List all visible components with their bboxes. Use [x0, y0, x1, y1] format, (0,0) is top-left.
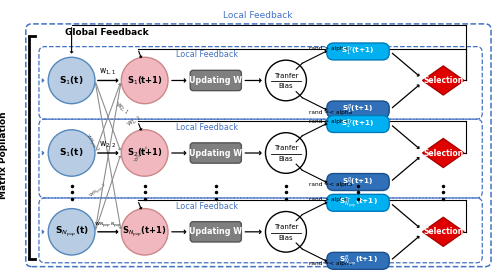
Text: w$_{2,2}$: w$_{2,2}$: [100, 140, 117, 150]
Circle shape: [266, 133, 306, 173]
Circle shape: [122, 209, 168, 255]
Text: w$_{2,1}$: w$_{2,1}$: [112, 100, 131, 116]
FancyBboxPatch shape: [327, 116, 389, 132]
FancyBboxPatch shape: [327, 252, 389, 269]
Text: w$_{1,1}$: w$_{1,1}$: [100, 67, 117, 78]
Polygon shape: [422, 138, 464, 168]
Text: w$_{N_{pop},N_{pop}}$: w$_{N_{pop},N_{pop}}$: [94, 220, 122, 230]
Text: Updating W: Updating W: [189, 148, 242, 158]
Circle shape: [48, 57, 95, 104]
Text: Selection: Selection: [423, 227, 464, 236]
Text: Selection: Selection: [423, 76, 464, 85]
Text: S$_2$(t+1): S$_2$(t+1): [126, 147, 162, 159]
Text: Global Feedback: Global Feedback: [66, 28, 149, 37]
Text: Tranfer: Tranfer: [274, 145, 298, 151]
Text: w$_{N_{pop},1}$: w$_{N_{pop},1}$: [81, 132, 101, 155]
Text: S$_{N_{pop}}$(t): S$_{N_{pop}}$(t): [54, 225, 88, 239]
Text: Local Feedback: Local Feedback: [224, 11, 293, 20]
Text: rand =< alpha: rand =< alpha: [309, 261, 352, 266]
Text: Bias: Bias: [278, 83, 293, 89]
FancyBboxPatch shape: [327, 174, 389, 191]
Text: S$_1$(t): S$_1$(t): [60, 147, 84, 159]
Text: Updating W: Updating W: [189, 227, 242, 236]
Circle shape: [48, 130, 95, 176]
Polygon shape: [422, 217, 464, 246]
Text: Bias: Bias: [278, 156, 293, 162]
Circle shape: [48, 209, 95, 255]
Text: rand > alpha: rand > alpha: [309, 198, 347, 202]
Circle shape: [266, 212, 306, 252]
FancyBboxPatch shape: [190, 70, 242, 91]
Text: Tranfer: Tranfer: [274, 224, 298, 230]
Text: S$^{Tr}_{2}$(t+1): S$^{Tr}_{2}$(t+1): [342, 117, 374, 131]
FancyBboxPatch shape: [190, 222, 242, 242]
Text: S$^{Tr}_{N_{pop}}$(t+1): S$^{Tr}_{N_{pop}}$(t+1): [338, 195, 378, 211]
Text: w$_{1,N_{pop}}$: w$_{1,N_{pop}}$: [132, 143, 153, 166]
Text: rand > alpha: rand > alpha: [309, 46, 347, 51]
Text: Updating W: Updating W: [189, 76, 242, 85]
Text: Selection: Selection: [423, 148, 464, 158]
Text: Local Feedback: Local Feedback: [176, 202, 238, 211]
Text: Tranfer: Tranfer: [274, 73, 298, 79]
Text: S$_{N_{pop}}$(t+1): S$_{N_{pop}}$(t+1): [122, 225, 167, 239]
FancyBboxPatch shape: [327, 194, 389, 211]
Text: rand > alpha: rand > alpha: [309, 119, 347, 124]
Text: S$^{B}_{1}$(t+1): S$^{B}_{1}$(t+1): [342, 103, 374, 116]
FancyBboxPatch shape: [327, 101, 389, 118]
Text: rand =< alpha: rand =< alpha: [309, 110, 352, 115]
Text: Local Feedback: Local Feedback: [176, 50, 238, 60]
Circle shape: [122, 57, 168, 104]
Text: S$_1$(t+1): S$_1$(t+1): [126, 74, 162, 87]
Text: S$_1$(t): S$_1$(t): [60, 74, 84, 87]
Circle shape: [122, 130, 168, 176]
Text: w$_{N_{pop},2}$: w$_{N_{pop},2}$: [88, 181, 110, 202]
Text: S$^{B}_{N_{pop}}$(t+1): S$^{B}_{N_{pop}}$(t+1): [338, 253, 378, 269]
FancyBboxPatch shape: [190, 143, 242, 163]
Text: S$^{B}_{2}$(t+1): S$^{B}_{2}$(t+1): [342, 175, 374, 189]
Text: Local Feedback: Local Feedback: [176, 123, 238, 132]
Polygon shape: [422, 66, 464, 95]
Text: Bias: Bias: [278, 235, 293, 241]
Circle shape: [266, 60, 306, 101]
Text: S$^{Tr}_{1}$(t+1): S$^{Tr}_{1}$(t+1): [342, 45, 374, 58]
Text: rand =< alpha: rand =< alpha: [309, 183, 352, 188]
FancyBboxPatch shape: [327, 43, 389, 60]
Text: w$_{1,2}$: w$_{1,2}$: [125, 112, 143, 129]
Text: Matrix Popilation: Matrix Popilation: [0, 112, 8, 199]
